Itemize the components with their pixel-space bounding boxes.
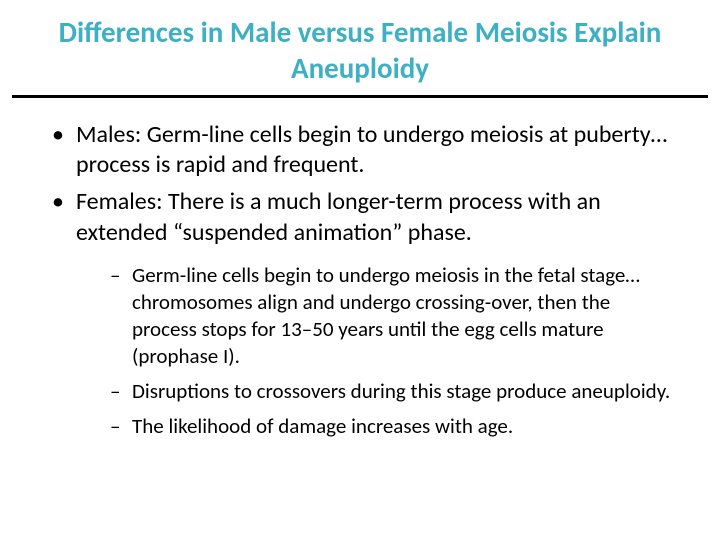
list-item: The likelihood of damage increases with …: [106, 413, 674, 440]
slide: Differences in Male versus Female Meiosi…: [0, 0, 720, 540]
list-item: Germ-line cells begin to undergo meiosis…: [106, 262, 674, 370]
list-item: Males: Germ-line cells begin to undergo …: [46, 120, 674, 181]
content-area: Males: Germ-line cells begin to undergo …: [0, 98, 720, 440]
bullet-list-sub: Germ-line cells begin to undergo meiosis…: [76, 262, 674, 439]
list-item-text: Females: There is a much longer-term pro…: [76, 187, 601, 247]
title-block: Differences in Male versus Female Meiosi…: [0, 0, 720, 95]
list-item: Females: There is a much longer-term pro…: [46, 187, 674, 440]
list-item: Disruptions to crossovers during this st…: [106, 378, 674, 405]
bullet-list-top: Males: Germ-line cells begin to undergo …: [46, 120, 674, 440]
slide-title: Differences in Male versus Female Meiosi…: [40, 14, 680, 87]
